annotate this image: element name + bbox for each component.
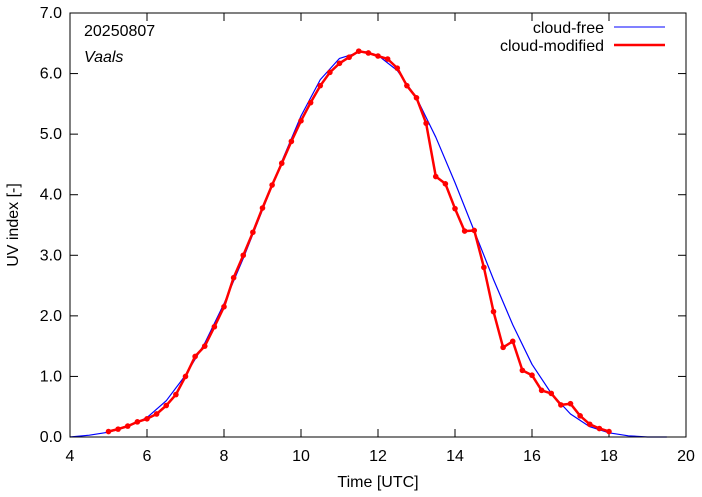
- data-point-cloud-modified: [201, 343, 208, 349]
- legend-label-cloud-free: cloud-free: [533, 20, 604, 37]
- y-axis-label: UV index [-]: [5, 183, 22, 267]
- data-point-cloud-modified: [192, 353, 198, 360]
- data-point-cloud-modified: [452, 205, 458, 212]
- data-point-cloud-modified: [182, 373, 189, 380]
- legend: cloud-free cloud-modified: [500, 20, 665, 55]
- data-point-cloud-modified: [432, 173, 439, 180]
- data-point-cloud-modified: [413, 95, 420, 101]
- data-point-cloud-modified: [529, 372, 535, 379]
- data-point-cloud-modified: [134, 419, 141, 425]
- data-point-cloud-modified: [307, 99, 314, 106]
- data-point-cloud-modified: [471, 227, 478, 234]
- data-point-cloud-modified: [298, 118, 304, 124]
- x-tick-label: 18: [600, 448, 618, 465]
- data-point-cloud-modified: [163, 402, 170, 409]
- data-point-cloud-modified: [327, 69, 333, 76]
- series-layer: [69, 48, 667, 438]
- data-point-cloud-modified: [375, 53, 381, 59]
- series-line-cloud-free: [69, 51, 667, 438]
- data-point-cloud-modified: [394, 65, 401, 71]
- legend-label-cloud-modified: cloud-modified: [500, 38, 604, 55]
- data-point-cloud-modified: [586, 421, 593, 428]
- x-tick-label: 10: [292, 448, 310, 465]
- y-tick-label: 7.0: [40, 5, 62, 22]
- data-point-cloud-modified: [317, 82, 324, 89]
- y-tick-label: 3.0: [40, 247, 62, 264]
- data-point-cloud-modified: [221, 303, 227, 310]
- data-point-cloud-modified: [259, 205, 266, 211]
- plot-frame: [69, 12, 687, 438]
- data-point-cloud-modified: [173, 391, 179, 398]
- data-point-cloud-modified: [538, 387, 545, 394]
- location-label: Vaals: [84, 49, 123, 66]
- data-point-cloud-modified: [519, 367, 526, 374]
- data-point-cloud-modified: [240, 252, 247, 259]
- x-tick-label: 8: [220, 448, 229, 465]
- data-point-cloud-modified: [423, 120, 429, 127]
- x-axis-ticks: 4 6 8 10 12 14 16 18 20: [66, 13, 695, 465]
- x-tick-label: 16: [523, 448, 541, 465]
- data-point-cloud-modified: [115, 426, 121, 432]
- y-tick-label: 0.0: [40, 429, 62, 446]
- date-label: 20250807: [84, 23, 155, 40]
- data-point-cloud-modified: [288, 138, 295, 145]
- data-point-cloud-modified: [230, 274, 237, 281]
- data-point-cloud-modified: [269, 182, 275, 188]
- data-point-cloud-modified: [461, 228, 468, 234]
- data-point-cloud-modified: [124, 423, 131, 429]
- data-point-cloud-modified: [365, 50, 372, 56]
- data-point-cloud-modified: [442, 181, 449, 187]
- y-tick-label: 6.0: [40, 66, 62, 83]
- data-point-cloud-modified: [577, 413, 583, 419]
- data-point-cloud-modified: [404, 82, 410, 89]
- data-point-cloud-modified: [509, 338, 516, 345]
- data-point-cloud-modified: [548, 390, 555, 397]
- data-point-cloud-modified: [500, 344, 506, 351]
- data-point-cloud-modified: [278, 160, 285, 167]
- data-point-cloud-modified: [211, 323, 218, 330]
- data-point-cloud-modified: [250, 229, 256, 236]
- data-point-cloud-modified: [336, 60, 343, 67]
- x-tick-label: 20: [677, 448, 695, 465]
- data-point-cloud-modified: [153, 411, 160, 417]
- data-point-cloud-modified: [606, 428, 612, 435]
- x-tick-label: 4: [66, 448, 75, 465]
- x-axis-label: Time [UTC]: [337, 474, 418, 491]
- x-tick-label: 14: [446, 448, 464, 465]
- data-point-cloud-modified: [355, 48, 362, 54]
- data-point-cloud-modified: [490, 308, 497, 315]
- y-tick-label: 4.0: [40, 187, 62, 204]
- x-tick-label: 6: [143, 448, 152, 465]
- y-tick-label: 2.0: [40, 308, 62, 325]
- y-tick-label: 1.0: [40, 368, 62, 385]
- x-tick-label: 12: [369, 448, 387, 465]
- data-point-cloud-modified: [144, 416, 150, 422]
- y-tick-label: 5.0: [40, 126, 62, 143]
- data-point-cloud-modified: [346, 54, 352, 61]
- data-point-cloud-modified: [567, 400, 574, 407]
- data-point-cloud-modified: [384, 56, 391, 62]
- data-point-cloud-modified: [481, 264, 487, 271]
- data-point-cloud-modified: [596, 425, 603, 432]
- data-point-cloud-modified: [558, 402, 564, 408]
- y-axis-ticks: 0.0 1.0 2.0 3.0 4.0 5.0 6.0 7.0: [40, 5, 686, 446]
- data-point-cloud-modified: [105, 428, 112, 435]
